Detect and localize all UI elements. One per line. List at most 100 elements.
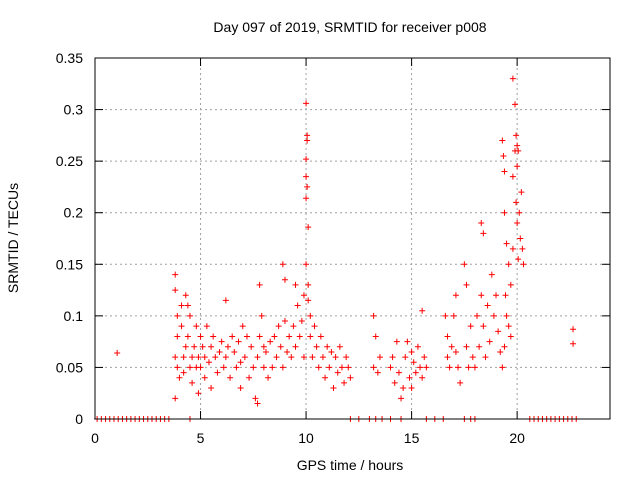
data-point [265,374,272,381]
data-point [421,354,428,361]
data-point [315,364,322,371]
x-tick-label: 10 [298,430,314,446]
data-point [114,349,121,356]
data-point [174,333,181,340]
data-point [195,354,202,361]
data-point [404,338,411,345]
data-point [328,348,335,355]
data-point [515,256,522,263]
data-point [241,354,248,361]
data-point [402,354,409,361]
data-point [222,297,229,304]
data-point [304,137,311,144]
data-point [307,312,314,319]
data-point [208,385,215,392]
data-point [503,240,510,247]
data-point [330,385,337,392]
x-tick-label: 15 [404,430,420,446]
data-point [505,261,512,268]
data-point [303,156,310,163]
data-point [467,323,474,330]
data-point [290,323,297,330]
data-point [303,195,310,202]
data-point [237,385,244,392]
data-point [281,318,288,325]
data-point [486,338,493,345]
data-point [515,147,522,154]
data-point [212,354,219,361]
data-point [507,281,514,288]
data-point [216,348,223,355]
data-point [178,302,185,309]
data-point [298,318,305,325]
data-point [305,224,312,231]
data-point [303,173,310,180]
data-point [184,333,191,340]
data-point [203,323,210,330]
data-point [499,364,506,371]
data-point [258,312,265,319]
data-point [370,312,377,319]
data-point [516,209,523,216]
data-point [292,281,299,288]
data-point [501,209,508,216]
y-tick-label: 0.25 [56,153,83,169]
data-point [514,142,521,149]
chart-title: Day 097 of 2019, SRMTID for receiver p00… [213,19,486,35]
y-tick-label: 0.2 [64,205,84,221]
data-point [279,261,286,268]
data-point [499,137,506,144]
data-point [172,395,179,402]
data-point [218,338,225,345]
y-tick-label: 0 [75,411,83,427]
data-point [184,302,191,309]
data-point [326,364,333,371]
data-point [469,354,476,361]
data-point [457,379,464,386]
data-point [237,359,244,366]
data-point [474,312,481,319]
data-point [455,364,462,371]
data-point [271,333,278,340]
data-point [214,369,221,376]
data-point [509,245,516,252]
data-point [465,364,472,371]
data-point [503,312,510,319]
data-point [239,323,246,330]
data-point [488,271,495,278]
data-point [262,348,269,355]
data-point [513,132,520,139]
data-point [195,390,202,397]
data-point [423,364,430,371]
data-point [476,343,483,350]
data-point [279,364,286,371]
data-point [501,168,508,175]
data-point [208,343,215,350]
y-tick-label: 0.3 [64,102,84,118]
data-point [205,359,212,366]
data-point [313,343,320,350]
data-point [341,379,348,386]
data-point [304,132,311,139]
data-point [252,395,259,402]
data-point [220,364,227,371]
data-points [94,75,580,422]
data-point [197,333,204,340]
data-point [478,220,485,227]
data-point [505,323,512,330]
data-point [172,354,179,361]
data-point [514,163,521,170]
data-point [286,333,293,340]
data-point [319,354,326,361]
data-point [281,276,288,283]
data-point [408,348,415,355]
data-point [227,374,234,381]
data-point [414,343,421,350]
data-point [186,364,193,371]
data-point [497,348,504,355]
data-point [229,333,236,340]
data-point [452,348,459,355]
data-point [393,338,400,345]
data-point [509,75,516,82]
